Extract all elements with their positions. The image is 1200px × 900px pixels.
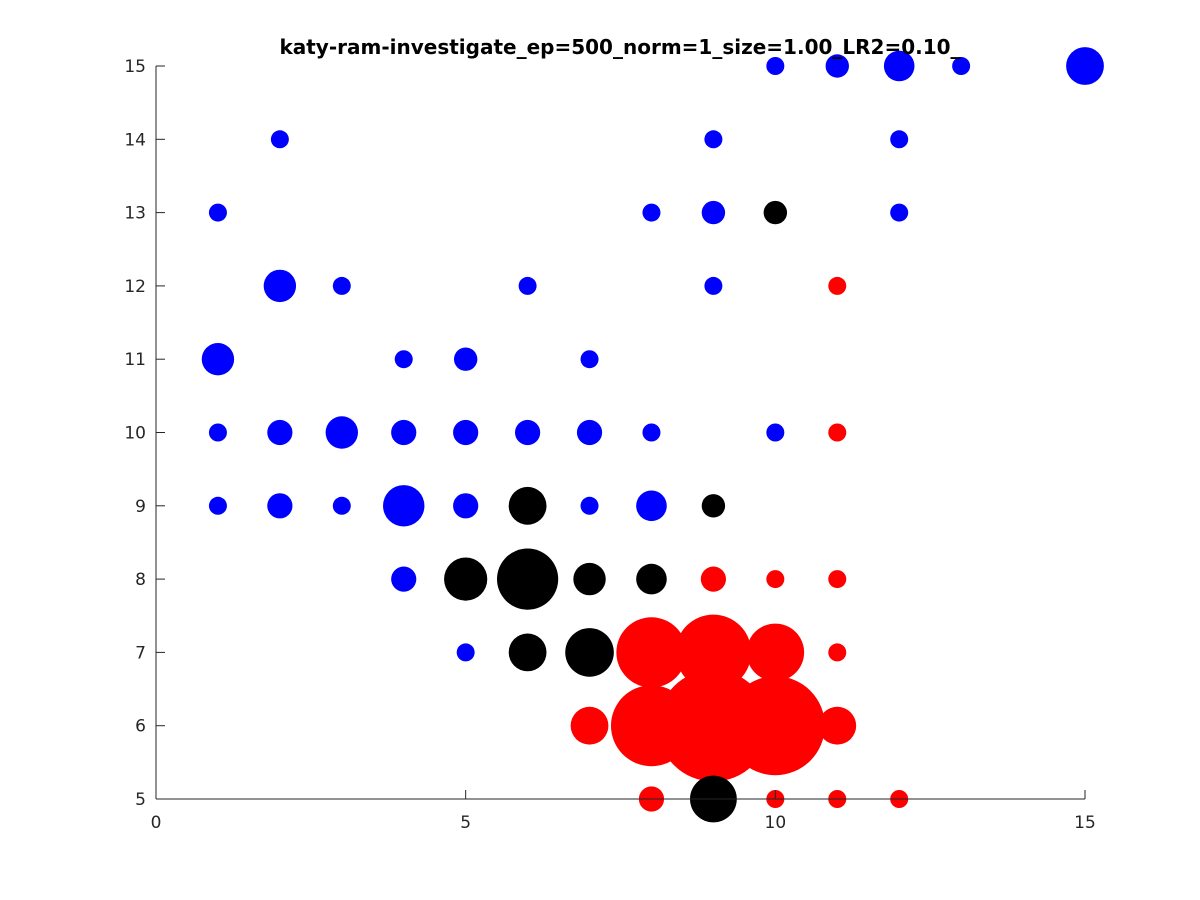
data-point-11-10: [828, 423, 847, 442]
data-point-7-6: [570, 706, 609, 745]
data-point-10-6: [725, 676, 825, 776]
data-point-9-14: [704, 130, 723, 149]
data-point-11-7: [828, 643, 847, 662]
data-point-9-12: [704, 276, 723, 295]
data-point-10-13: [763, 200, 788, 225]
data-point-11-15: [825, 54, 849, 78]
data-point-15-15: [1066, 47, 1104, 85]
y-tick-label: 8: [135, 570, 146, 590]
data-point-10-15: [766, 57, 785, 75]
x-tick-label: 10: [765, 813, 787, 833]
axes: [155, 66, 1085, 800]
data-point-6-9: [508, 486, 547, 525]
data-point-9-9: [701, 494, 726, 518]
data-point-10-8: [766, 570, 785, 589]
chart-title: katy-ram-investigate_ep=500_norm=1_size=…: [279, 35, 960, 59]
y-tick-label: 5: [135, 790, 146, 810]
y-tick-label: 13: [124, 204, 146, 224]
y-tick-label: 10: [124, 424, 146, 444]
data-point-4-8: [391, 566, 417, 592]
data-point-11-6: [818, 706, 857, 745]
data-point-1-10: [208, 423, 227, 442]
data-point-1-9: [208, 496, 227, 515]
data-point-4-9: [383, 485, 425, 527]
data-point-6-10: [515, 419, 541, 446]
data-point-8-13: [642, 203, 661, 222]
data-point-8-7: [616, 617, 687, 688]
data-point-7-11: [580, 350, 599, 369]
data-point-6-12: [518, 276, 537, 295]
data-point-2-14: [270, 130, 289, 149]
y-tick-label: 6: [135, 717, 146, 737]
x-tick-label: 15: [1074, 813, 1096, 833]
data-point-8-10: [642, 423, 661, 442]
data-point-8-8: [636, 563, 667, 595]
data-point-3-9: [332, 496, 351, 515]
y-tick-label: 15: [124, 57, 146, 77]
data-point-10-7: [746, 623, 805, 682]
data-point-3-12: [332, 276, 351, 295]
data-point-9-13: [701, 200, 726, 225]
data-point-12-15: [883, 50, 915, 82]
data-point-11-12: [828, 276, 847, 295]
x-tick-label: 0: [151, 813, 162, 833]
data-point-5-7: [456, 643, 475, 662]
data-point-5-11: [453, 347, 478, 371]
data-point-5-8: [444, 557, 488, 601]
x-tick-label: 5: [460, 813, 471, 833]
points-layer: [201, 47, 1104, 823]
data-point-3-10: [325, 416, 358, 449]
y-tick-label: 7: [135, 643, 146, 663]
data-point-1-11: [201, 343, 235, 376]
data-point-7-8: [573, 562, 606, 596]
data-point-12-13: [890, 203, 909, 222]
data-point-12-14: [890, 130, 909, 149]
data-point-2-12: [263, 269, 297, 303]
data-point-2-9: [267, 493, 293, 519]
data-point-8-9: [636, 490, 667, 522]
data-point-13-15: [952, 57, 971, 75]
data-point-1-13: [208, 203, 227, 222]
y-tick-label: 11: [124, 350, 146, 370]
y-tick-label: 12: [124, 277, 146, 297]
data-point-4-11: [394, 350, 413, 369]
data-point-7-10: [576, 419, 603, 446]
data-point-9-7: [675, 614, 752, 691]
data-point-6-8: [496, 548, 559, 610]
data-point-5-10: [453, 419, 479, 446]
data-point-4-10: [391, 419, 417, 446]
y-tick-label: 9: [135, 497, 146, 517]
data-point-8-6: [610, 685, 692, 767]
data-point-7-7: [565, 628, 614, 677]
data-point-10-10: [766, 423, 785, 442]
data-point-7-9: [580, 496, 599, 515]
data-point-9-8: [700, 566, 727, 592]
data-point-2-10: [267, 419, 293, 446]
y-tick-label: 14: [124, 130, 146, 150]
data-point-6-7: [508, 633, 547, 672]
data-point-5-9: [453, 493, 479, 519]
data-point-11-8: [828, 570, 847, 589]
